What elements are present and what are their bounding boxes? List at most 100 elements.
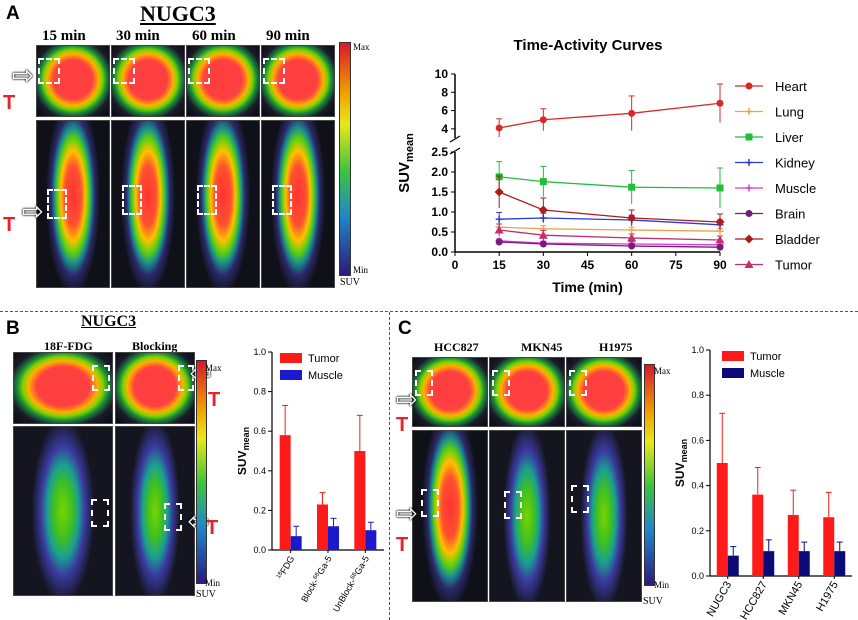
pet-axial-image — [13, 352, 113, 424]
bar-muscle — [763, 551, 775, 576]
timepoint-label: 90 min — [266, 28, 310, 44]
panel-a-letter: A — [6, 3, 20, 24]
bar-muscle — [328, 526, 339, 550]
x-axis-label: Time (min) — [552, 279, 623, 295]
panel-a-title: NUGC3 — [140, 1, 216, 26]
y-tick-label: 0.2 — [691, 526, 704, 536]
bar-muscle — [834, 551, 846, 576]
y-axis-label: SUVmean — [238, 427, 251, 475]
chart-title: Time-Activity Curves — [514, 37, 663, 54]
bar-tumor — [354, 451, 366, 550]
tumor-roi-box — [113, 58, 135, 84]
colorbar-max: Max — [353, 42, 370, 52]
data-point-bladder — [538, 205, 548, 215]
legend-marker — [744, 234, 754, 244]
tumor-roi-box — [47, 189, 67, 219]
y-tick-label: 0.4 — [691, 481, 704, 491]
tumor-marker: T — [206, 517, 219, 539]
pet-axial-image — [36, 45, 110, 117]
data-point-brain — [716, 243, 724, 251]
tumor-roi-box — [92, 365, 110, 391]
bar-tumor — [279, 435, 291, 550]
y-tick-label: 1.5 — [431, 185, 448, 199]
image-label: HCC827 — [434, 340, 479, 354]
pet-coronal-image — [186, 120, 260, 288]
legend-label: Tumor — [775, 258, 813, 273]
y-tick-label: 0.8 — [691, 390, 704, 400]
y-tick-label: 0.0 — [253, 545, 266, 555]
series-line-brain — [499, 241, 721, 248]
y-tick-label: 0.2 — [253, 505, 266, 515]
legend-marker — [745, 184, 753, 192]
cell-line-bar-chart: 0.0 0.2 0.4 0.6 0.8 1.0 SUVmean NUGC3 HCC827 MKN4… — [673, 345, 852, 620]
tumor-roi-box — [504, 491, 522, 519]
category-label: Block-68Ga-5 — [299, 554, 334, 604]
axis-break — [449, 147, 461, 155]
tumor-marker: T — [3, 214, 16, 236]
timepoint-label: 60 min — [192, 28, 236, 44]
tumor-roi-box — [569, 370, 587, 396]
colorbar-max: Max — [654, 366, 671, 376]
y-tick-label: 4 — [441, 122, 448, 136]
y-tick-label: 0.4 — [253, 466, 266, 476]
series-line-liver — [499, 176, 721, 189]
data-point-bladder — [494, 187, 504, 197]
tumor-roi-box — [164, 503, 182, 531]
series-line-muscle — [499, 240, 721, 246]
data-point-tumor — [538, 230, 548, 239]
legend-label: Muscle — [775, 181, 816, 196]
tumor-roi-box — [178, 365, 194, 391]
pet-coronal-image — [566, 430, 642, 602]
data-point-tumor — [494, 225, 504, 234]
colorbar-min: Min — [205, 578, 221, 588]
colorbar-unit: SUV — [196, 589, 217, 600]
data-point-liver — [716, 184, 724, 192]
x-tick-label: 15 — [492, 258, 506, 272]
colorbar-max: Max — [205, 363, 222, 373]
data-point-brain — [495, 238, 503, 246]
category-label: NUGC3 — [705, 580, 735, 619]
axis-break — [449, 135, 461, 143]
series-line-lung — [499, 226, 721, 232]
tumor-marker: T — [208, 389, 221, 411]
series-line-tumor — [499, 229, 721, 241]
tumor-roi-box — [263, 58, 285, 84]
pet-axial-image — [412, 357, 488, 427]
series-line-kidney — [499, 217, 721, 226]
category-label: UnBlock-68Ga-5 — [331, 554, 371, 614]
data-point-heart — [539, 116, 547, 124]
tumor-roi-box — [188, 58, 210, 84]
blocking-bar-chart: 0.0 0.2 0.4 0.6 0.8 1.0 SUVmean 18FDGBlock-68Ga… — [238, 347, 384, 614]
bar-tumor — [716, 463, 728, 576]
tumor-roi-box — [197, 185, 217, 215]
legend-marker — [745, 108, 753, 115]
divider — [0, 311, 858, 312]
legend-swatch — [280, 353, 302, 363]
pet-axial-image — [186, 45, 260, 117]
colorbar-min: Min — [353, 265, 369, 275]
legend-swatch — [280, 370, 302, 380]
tumor-marker: T — [396, 534, 409, 556]
data-point-heart — [628, 109, 636, 117]
bar-tumor — [787, 514, 799, 576]
bar-tumor — [823, 517, 835, 576]
tumor-roi-box — [91, 499, 109, 527]
legend-marker — [745, 159, 753, 166]
data-point-bladder — [627, 213, 637, 223]
y-tick-label: 0.6 — [253, 426, 266, 436]
legend-swatch — [722, 351, 744, 361]
pet-coronal-image — [115, 426, 195, 596]
data-point-liver — [628, 183, 636, 191]
colorbar — [339, 42, 351, 276]
data-point-lung — [628, 226, 636, 234]
bar-muscle — [727, 555, 739, 576]
pet-coronal-image — [412, 430, 488, 602]
y-tick-label: 8 — [441, 85, 448, 99]
tumor-roi-box — [122, 185, 142, 215]
bar-muscle — [798, 551, 810, 576]
legend-marker — [744, 260, 754, 268]
arrow-icon: ⇨ — [396, 384, 418, 414]
tumor-marker: T — [396, 414, 409, 436]
image-label: 18F-FDG — [44, 339, 93, 353]
legend-label: Lung — [775, 105, 804, 120]
